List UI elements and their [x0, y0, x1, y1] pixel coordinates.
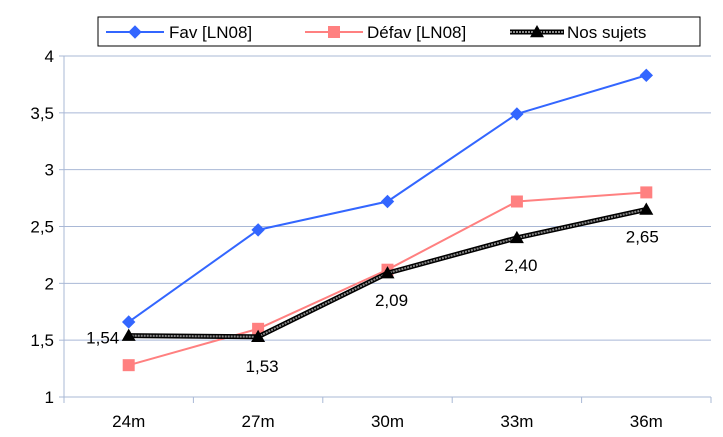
x-tick-label: 36m [630, 412, 663, 431]
y-tick-label: 1,5 [30, 331, 54, 350]
data-label: 2,65 [626, 227, 659, 246]
diamond-marker [510, 107, 524, 121]
square-marker [640, 186, 653, 199]
series-2 [121, 202, 654, 343]
y-tick-label: 3,5 [30, 104, 54, 123]
x-tick-label: 24m [112, 412, 145, 431]
data-label: 2,40 [504, 256, 537, 275]
diamond-marker [639, 68, 654, 83]
x-tick-label: 30m [371, 412, 404, 431]
diamond-marker [380, 194, 395, 209]
square-marker [510, 195, 523, 208]
triangle-marker [509, 230, 524, 244]
x-tick-label: 33m [500, 412, 533, 431]
diamond-marker [128, 25, 142, 39]
y-tick-label: 2,5 [30, 218, 54, 237]
y-axis-tick-labels: 1 1,5 2 2,5 3 3,5 4 [30, 47, 54, 407]
series-0 [121, 68, 654, 329]
square-marker [328, 26, 340, 38]
square-marker [122, 359, 135, 372]
data-label: 2,09 [375, 291, 408, 310]
legend-label: Fav [LN08] [169, 23, 252, 42]
data-label: 1,53 [246, 357, 279, 376]
legend-item: Nos sujets [510, 23, 646, 42]
diamond-marker [251, 223, 265, 237]
x-axis-tick-labels: 24m 27m 30m 33m 36m [112, 412, 663, 431]
triangle-marker [380, 266, 395, 279]
legend-item: Fav [LN08] [106, 23, 252, 42]
legend: Fav [LN08] Défav [LN08] Nos sujets [97, 16, 701, 47]
y-tick-label: 2 [45, 274, 54, 293]
y-tick-label: 1 [45, 388, 54, 407]
legend-label: Nos sujets [567, 23, 646, 42]
triangle-marker [639, 202, 654, 215]
y-tick-label: 4 [45, 47, 54, 66]
legend-label: Défav [LN08] [367, 23, 466, 42]
x-tick-label: 27m [242, 412, 275, 431]
diamond-marker [121, 315, 136, 329]
square-marker [252, 322, 265, 335]
triangle-marker [251, 329, 266, 343]
axes [59, 55, 712, 403]
data-label: 1,54 [86, 329, 119, 348]
data-labels: 1,54 1,53 2,09 2,40 2,65 [86, 227, 659, 375]
legend-box [97, 16, 701, 47]
y-tick-label: 3 [45, 161, 54, 180]
triangle-marker [121, 328, 136, 341]
legend-item: Défav [LN08] [305, 23, 466, 42]
series-group [121, 68, 654, 372]
triangle-marker [530, 25, 544, 38]
